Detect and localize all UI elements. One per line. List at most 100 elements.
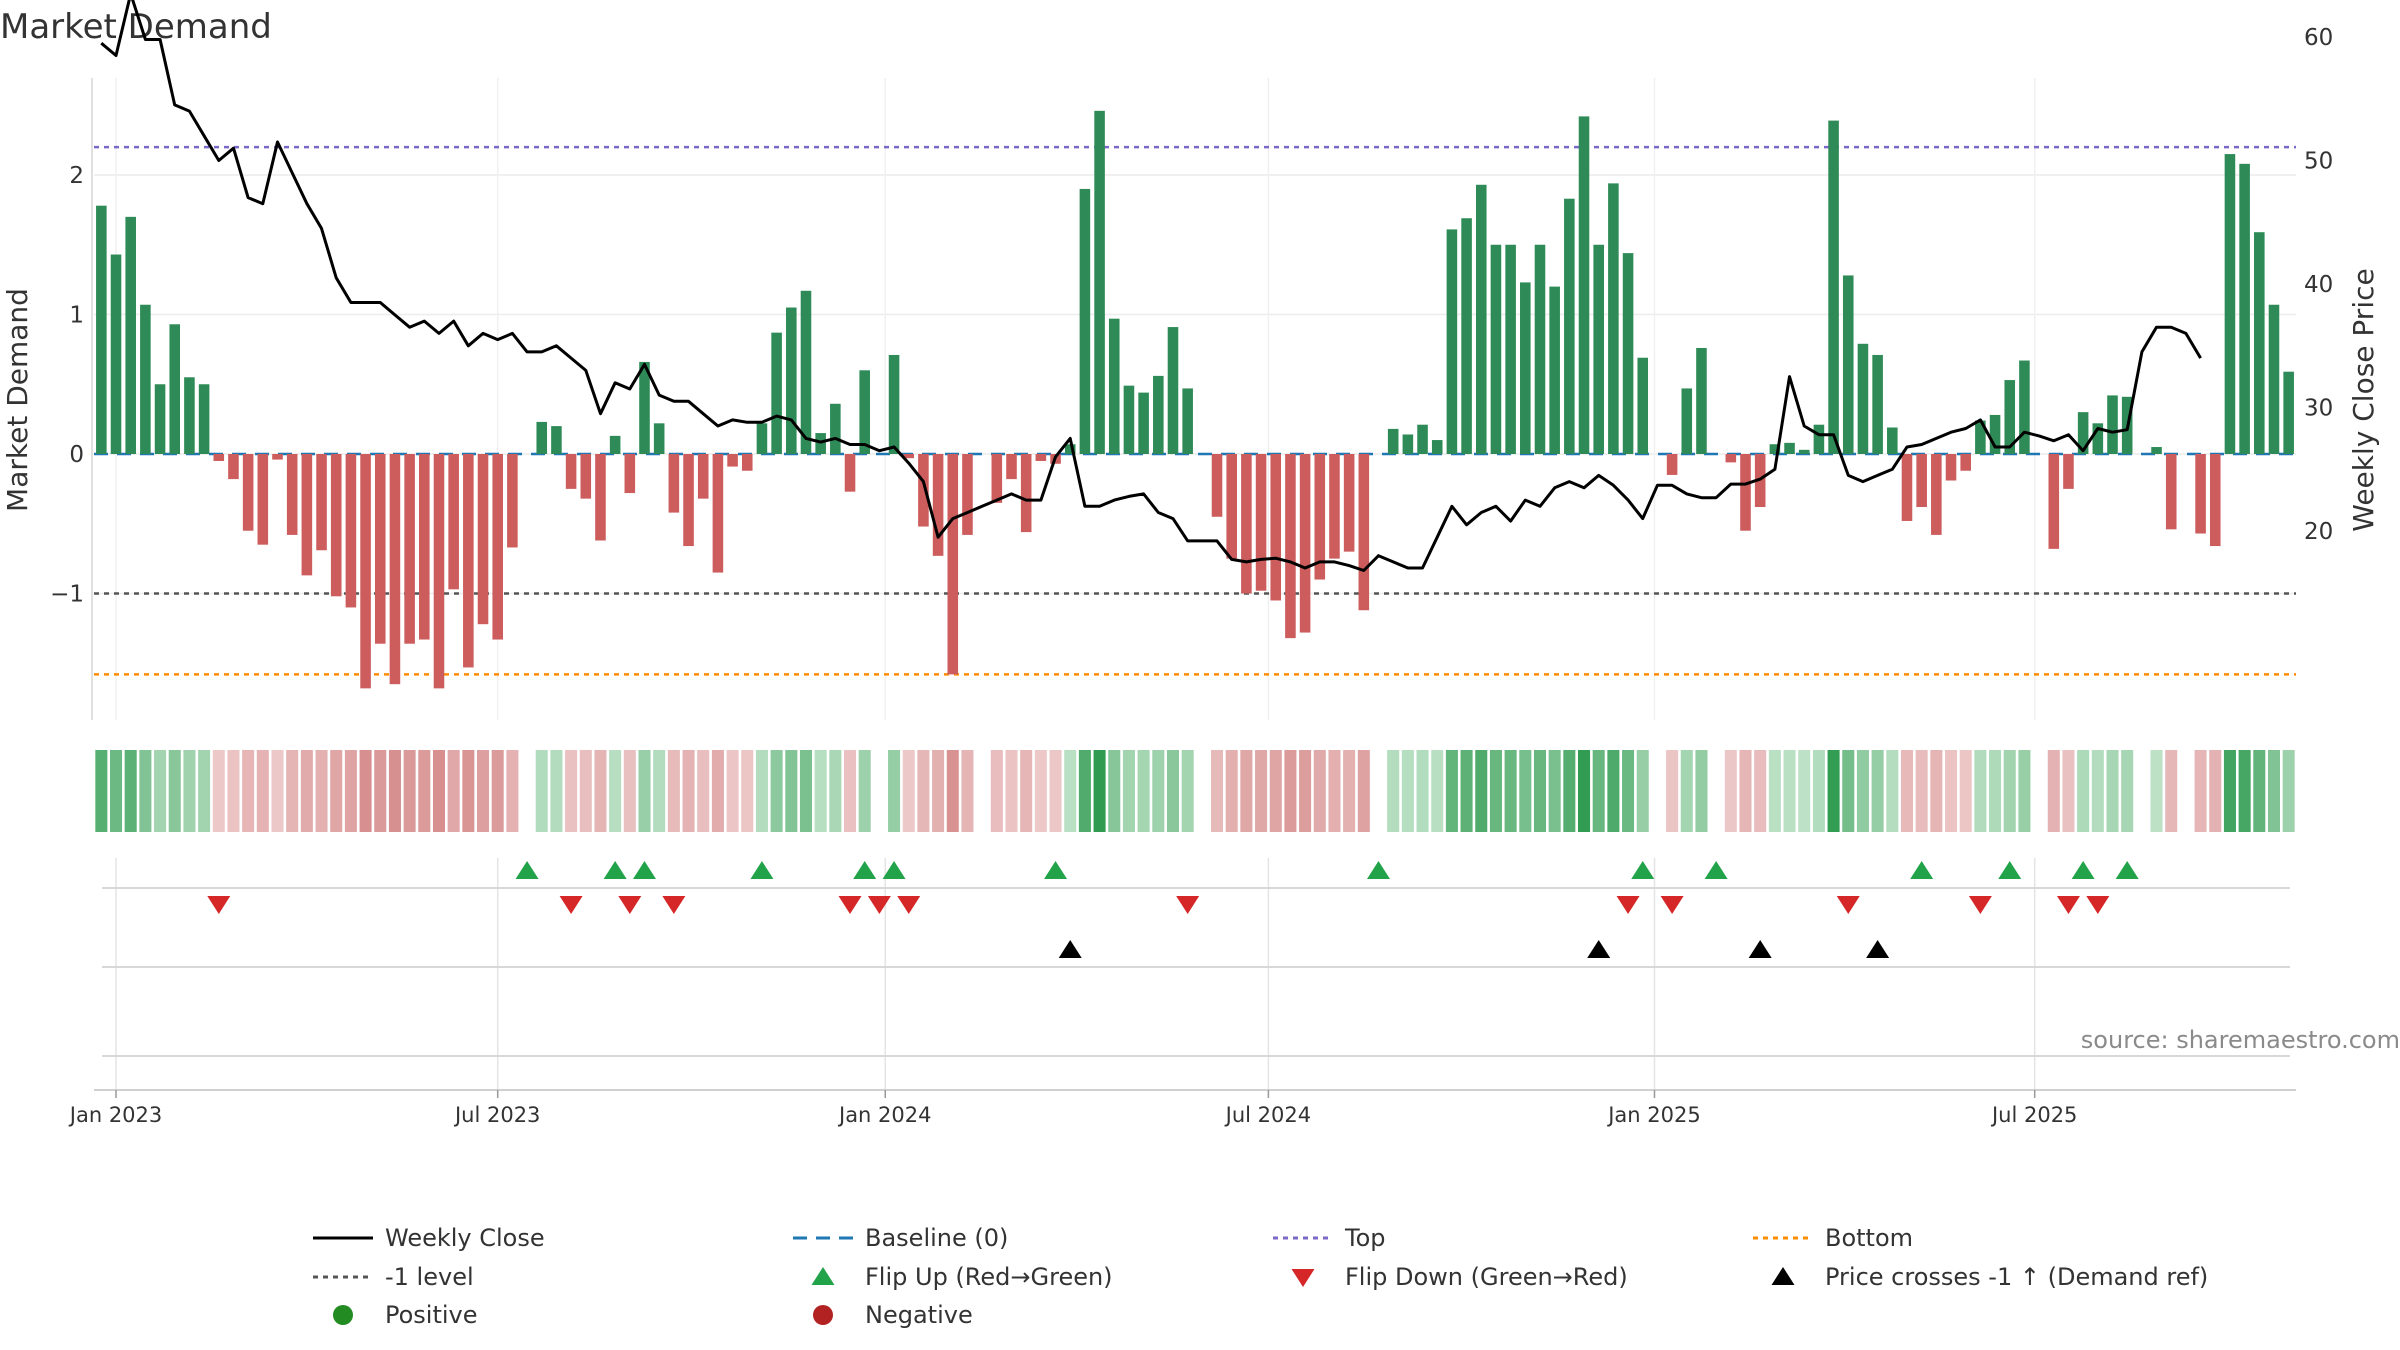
heatmap-cell-65 [1049,750,1062,832]
demand-bar-19 [374,454,386,644]
heatmap-cell-21 [403,750,416,832]
heatmap-cell-118 [1827,750,1840,832]
legend-label-flip_up: Flip Up (Red→Green) [865,1263,1113,1291]
heatmap-cell-64 [1034,750,1047,832]
heatmap-cell-14 [300,750,313,832]
heatmap-cell-17 [344,750,357,832]
demand-bar-46 [771,332,782,454]
flip-up-marker-5 [882,861,906,879]
demand-bar-119 [1842,275,1854,454]
y-right-tick-label-1: 50 [2304,149,2333,175]
heatmap-cell-67 [1078,750,1091,832]
heatmap-cell-38 [653,750,666,832]
demand-bar-85 [1343,454,1355,552]
demand-bar-31 [551,426,562,454]
heatmap-cell-105 [1636,750,1649,832]
demand-bar-45 [756,423,768,454]
demand-bar-30 [536,421,548,454]
flip-down-marker-13 [2086,896,2110,914]
demand-bar-141 [2165,454,2177,530]
flip-down-marker-11 [1968,896,1992,914]
heatmap-cell-45 [755,750,768,832]
flip-down-marker-6 [897,896,921,914]
heatmap-cell-13 [286,750,299,832]
heatmap-cell-44 [741,750,754,832]
heatmap-cell-2 [124,750,137,832]
demand-bar-92 [1446,229,1458,454]
demand-bar-34 [595,454,606,541]
heatmap-cell-120 [1856,750,1869,832]
flip-down-marker-4 [838,896,862,914]
demand-bar-146 [2239,163,2250,454]
demand-bar-73 [1167,327,1179,454]
demand-bar-108 [1681,388,1693,454]
heatmap-cell-52 [858,750,871,832]
demand-bar-84 [1329,454,1340,559]
heatmap-cell-9 [227,750,240,832]
flip-down-marker-10 [1836,896,1860,914]
demand-bar-103 [1608,183,1619,454]
heatmap-cell-124 [1915,750,1928,832]
demand-bar-26 [477,454,489,625]
heatmap-cell-12 [271,750,284,832]
demand-bar-44 [741,454,753,471]
heatmap-cell-28 [506,750,519,832]
demand-bar-83 [1314,454,1326,580]
demand-bar-8 [213,454,225,461]
demand-bar-70 [1123,385,1135,454]
heatmap-cell-54 [888,750,901,832]
demand-bar-22 [419,454,430,640]
heatmap-cell-143 [2194,750,2207,832]
heatmap-cell-115 [1783,750,1796,832]
demand-bar-13 [286,454,298,535]
heatmap-cell-0 [95,750,108,832]
heatmap-cell-73 [1166,750,1179,832]
heatmap-cell-58 [946,750,959,832]
y-right-tick-label-2: 40 [2304,272,2333,298]
demand-bar-100 [1564,198,1575,454]
demand-bar-17 [345,454,357,608]
flip-up-marker-13 [2115,861,2139,879]
y-left-tick-label-2: 0 [69,442,84,468]
heatmap-cell-74 [1181,750,1194,832]
heatmap-cell-88 [1387,750,1400,832]
heatmap-cell-133 [2047,750,2060,832]
heatmap-cell-148 [2267,750,2280,832]
heatmap-cell-26 [477,750,490,832]
heatmap-cell-109 [1695,750,1708,832]
legend-label-close: Weekly Close [385,1224,545,1252]
demand-bar-78 [1241,454,1252,594]
legend-label-negative: Negative [865,1301,973,1329]
demand-bar-4 [154,384,166,454]
heatmap-cell-25 [462,750,475,832]
demand-bar-81 [1285,454,1296,639]
demand-bar-127 [1960,454,1971,471]
demand-bar-105 [1637,357,1649,454]
legend-label-top: Top [1344,1224,1386,1252]
demand-bar-91 [1431,440,1443,454]
legend-label-flip_down: Flip Down (Green→Red) [1345,1263,1628,1291]
heatmap-cell-144 [2209,750,2222,832]
heatmap-cell-46 [770,750,783,832]
heatmap-cell-35 [609,750,622,832]
demand-bar-71 [1138,392,1149,454]
price-cross-marker-2 [1748,940,1772,958]
flip-up-marker-4 [853,861,877,879]
demand-bar-62 [1006,454,1017,480]
heatmap-cell-83 [1313,750,1326,832]
flip-up-marker-0 [515,861,539,879]
demand-bar-59 [962,454,973,535]
flip-up-marker-7 [1367,861,1390,879]
demand-bar-102 [1593,244,1604,454]
heatmap-cell-66 [1064,750,1077,832]
heatmap-cell-7 [198,750,211,832]
source-note: source: sharemaestro.com [2081,1026,2400,1054]
demand-bar-77 [1226,454,1237,559]
heatmap-cell-92 [1445,750,1458,832]
demand-bar-89 [1402,434,1414,454]
x-tick-label-4: Jan 2025 [1606,1103,1701,1127]
demand-bar-39 [668,454,680,513]
heatmap-cell-84 [1328,750,1341,832]
y-left-tick-label-3: −1 [50,582,84,608]
axes: 2 1 0 −1 60 50 40 30 20 [50,25,2333,720]
